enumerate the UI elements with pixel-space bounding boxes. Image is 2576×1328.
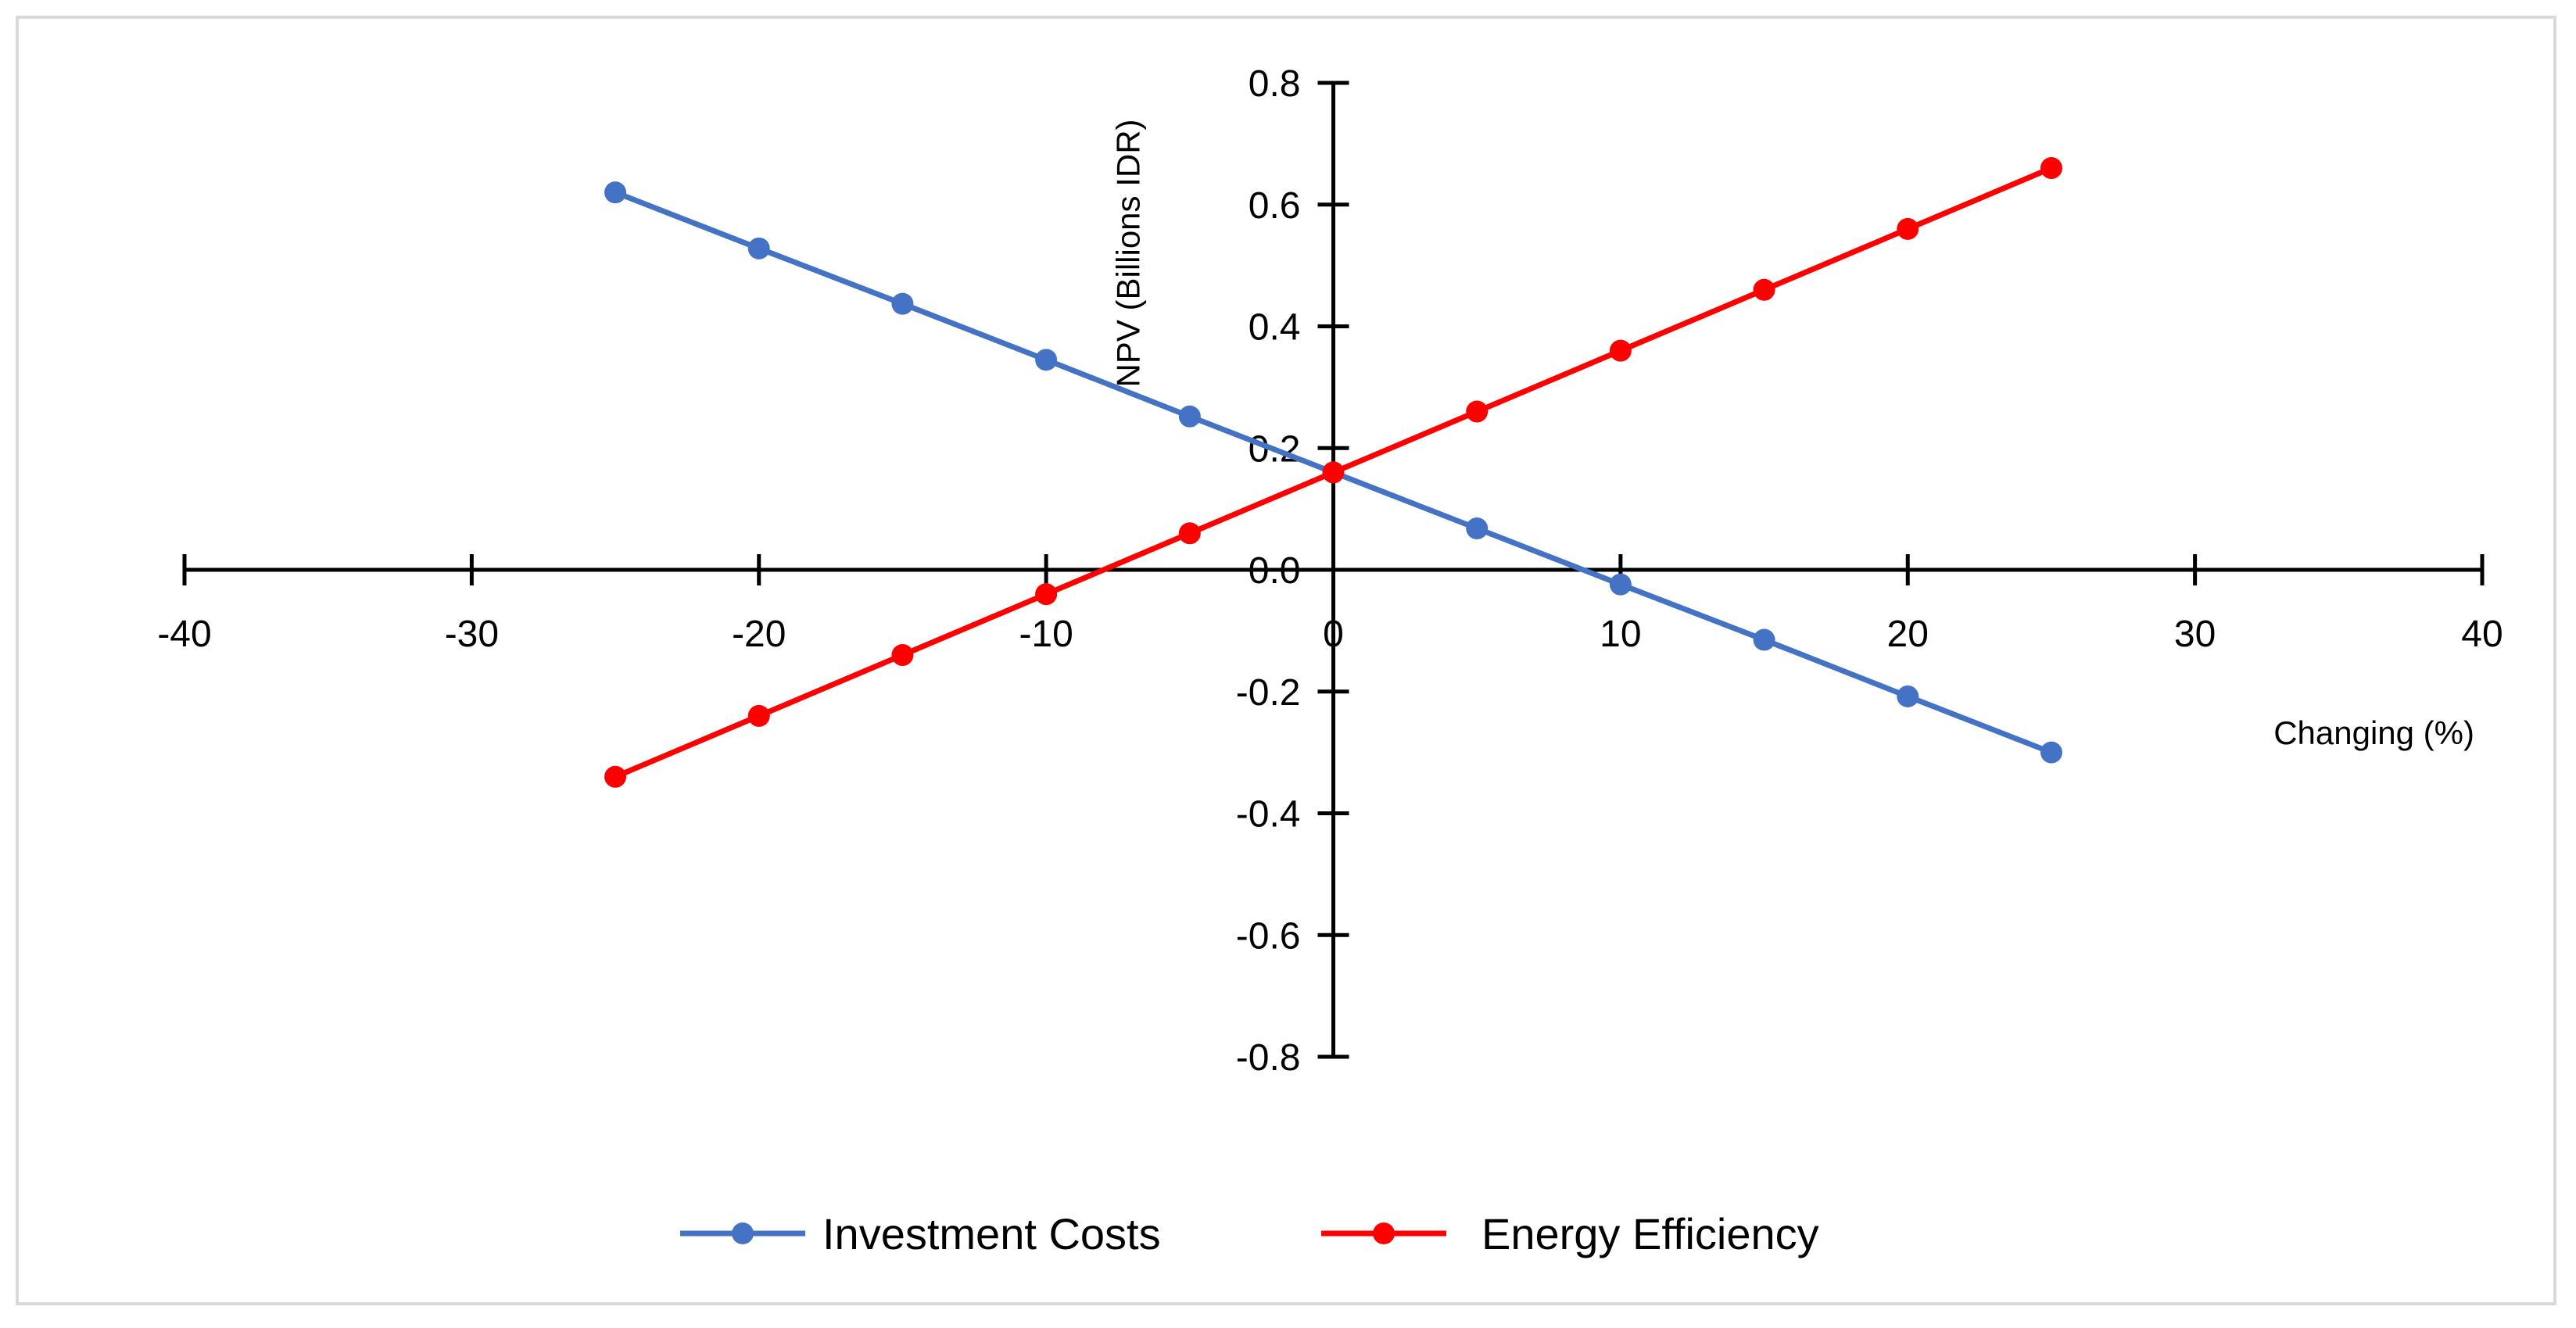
y-axis-title: NPV (Billions IDR) (1110, 119, 1147, 387)
data-point (1609, 339, 1632, 362)
data-point (1897, 217, 1919, 240)
legend: Investment Costs Energy Efficiency (680, 1209, 1819, 1258)
x-tick-label: -30 (445, 614, 499, 655)
x-tick-label: 30 (2174, 614, 2216, 655)
data-point (891, 292, 914, 315)
data-point (1753, 278, 1775, 301)
y-tick-label: 0.8 (1249, 63, 1301, 105)
x-tick-label: -40 (157, 614, 211, 655)
data-point (2040, 157, 2062, 180)
axes: -40 -30 -20 -10 0 10 20 30 400.80.60.40.20.0-0.2… (157, 63, 2503, 1079)
data-point (1178, 405, 1201, 428)
data-point (604, 181, 627, 204)
x-tick-label: 0 (1323, 614, 1344, 655)
legend-item: Energy Efficiency (1321, 1209, 1819, 1258)
x-tick-label: 40 (2461, 614, 2503, 655)
data-point (1897, 685, 1919, 707)
data-point (747, 704, 770, 727)
y-tick-label: 0.6 (1249, 185, 1301, 227)
series-energy-efficiency (604, 157, 2062, 788)
y-tick-label: -0.2 (1236, 672, 1301, 714)
data-point (747, 237, 770, 260)
data-point (1322, 461, 1345, 484)
series-layer (604, 157, 2062, 788)
y-tick-label: -0.4 (1236, 794, 1301, 836)
data-point (2040, 741, 2062, 764)
data-point (1035, 349, 1058, 371)
data-point (604, 765, 627, 788)
data-point (1609, 573, 1632, 596)
x-axis-title: Changing (%) (2273, 714, 2474, 751)
legend-swatch-marker (732, 1222, 754, 1244)
data-point (1466, 400, 1489, 423)
data-point (1035, 583, 1058, 606)
x-tick-label: 20 (1887, 614, 1929, 655)
chart-frame (16, 16, 2556, 1305)
data-point (891, 644, 914, 667)
x-tick-label: 10 (1600, 614, 1641, 655)
y-tick-label: -0.6 (1236, 915, 1301, 957)
legend-label: Investment Costs (822, 1209, 1161, 1258)
data-point (1178, 522, 1201, 545)
legend-swatch-marker (1373, 1222, 1395, 1244)
legend-label: Energy Efficiency (1481, 1209, 1819, 1258)
data-point (1466, 517, 1489, 540)
labels-layer: NPV (Billions IDR) Changing (%) (1110, 119, 2475, 751)
x-tick-label: -20 (732, 614, 786, 655)
y-tick-label: 0.0 (1249, 550, 1301, 592)
x-tick-label: -10 (1019, 614, 1073, 655)
y-tick-label: -0.8 (1236, 1037, 1301, 1079)
legend-item: Investment Costs (680, 1209, 1161, 1258)
data-point (1753, 628, 1775, 651)
y-tick-label: 0.4 (1249, 307, 1301, 349)
